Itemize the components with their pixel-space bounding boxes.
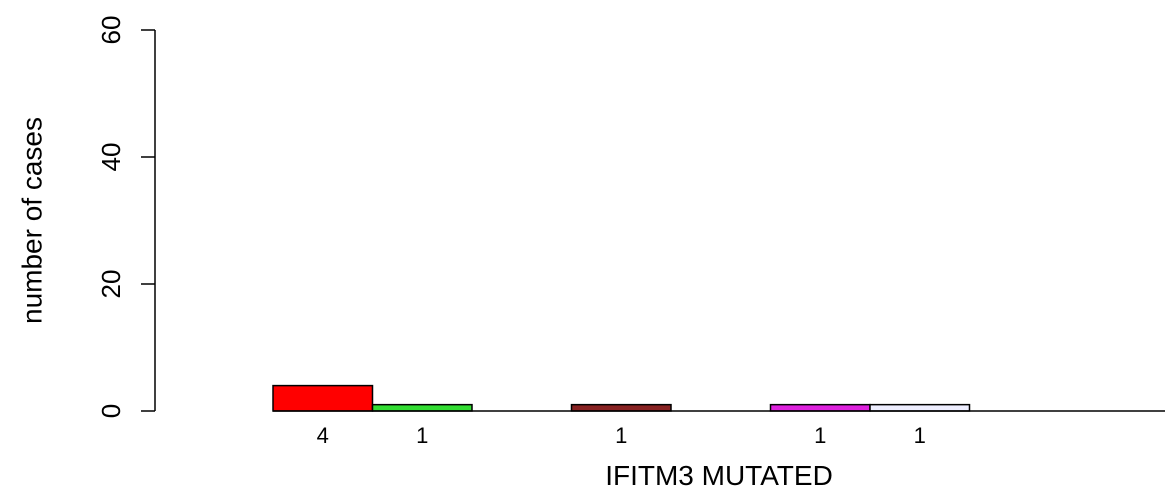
bar-value-label: 1 [814,423,826,448]
y-tick-label: 40 [96,143,126,172]
bar-value-label: 1 [615,423,627,448]
y-tick-label: 60 [96,16,126,45]
y-tick-label: 20 [96,270,126,299]
bar [570,403,672,412]
bar-value-label: 1 [914,423,926,448]
x-axis-label: IFITM3 MUTATED [605,460,833,491]
bar-value-label: 4 [317,423,329,448]
bar-value-label: 1 [416,423,428,448]
bar [272,384,374,412]
bars [272,384,971,412]
bar [769,403,871,412]
bar [869,403,971,412]
y-tick-label: 0 [96,404,126,418]
bar [371,403,473,412]
bar-labels: 4 1 1 1 1 [317,423,926,448]
y-axis: 0 20 40 60 [96,16,156,418]
y-axis-label: number of cases [17,117,48,324]
